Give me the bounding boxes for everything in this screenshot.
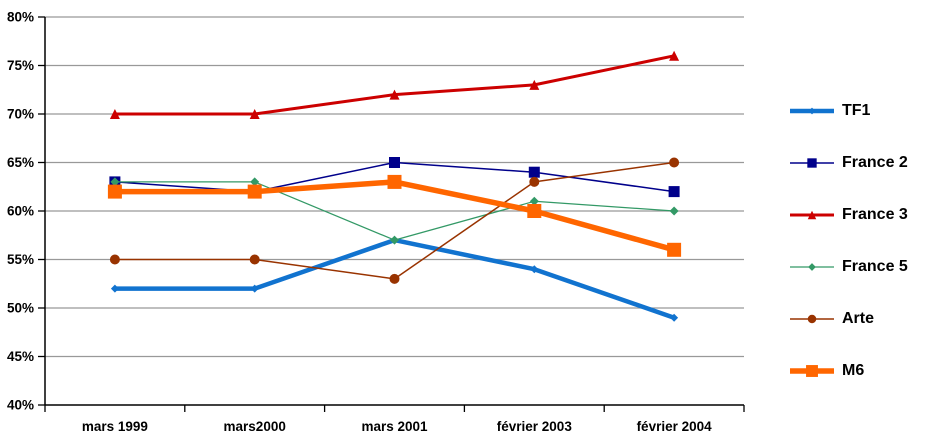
legend-marker-glyph	[807, 314, 817, 323]
data-point-tf1-4	[670, 313, 679, 322]
y-tick-label: 80%	[7, 10, 34, 25]
legend-marker-glyph	[808, 262, 816, 271]
data-point-france-5-1	[250, 177, 260, 187]
legend-item-m6: M6	[789, 360, 908, 381]
square-legend-marker-icon	[790, 157, 834, 168]
y-tick-label: 50%	[7, 301, 34, 316]
data-point-france-3-1	[249, 109, 260, 119]
data-point-arte-0	[109, 254, 120, 265]
x-category-label: mars 2001	[361, 419, 428, 434]
y-tick-label: 75%	[7, 58, 34, 73]
legend-item-tf1: TF1	[789, 100, 908, 121]
legend-marker-glyph	[806, 364, 818, 377]
square-legend-marker-icon	[790, 364, 834, 377]
data-point-france-5-2	[390, 235, 399, 245]
data-point-france-5-4	[669, 206, 679, 216]
data-point-m6-3	[527, 204, 542, 218]
legend-item-france-3: France 3	[789, 204, 908, 225]
y-tick-label: 65%	[7, 155, 34, 170]
data-point-france-2-2	[389, 157, 400, 168]
legend-marker-glyph	[807, 210, 817, 219]
y-tick-label: 70%	[7, 107, 34, 122]
diamond-legend-marker-icon	[790, 107, 834, 114]
legend-label: TF1	[842, 101, 871, 119]
data-point-m6-2	[387, 174, 402, 189]
data-point-france-3-4	[669, 50, 680, 61]
y-tick-label: 60%	[7, 204, 34, 219]
x-category-label: février 2003	[497, 419, 573, 434]
data-point-france-5-0	[110, 177, 120, 187]
y-tick-label: 45%	[7, 349, 34, 364]
legend-label: France 2	[842, 153, 908, 171]
data-point-m6-4	[667, 242, 682, 257]
y-tick-label: 55%	[7, 252, 34, 267]
x-category-label: février 2004	[637, 419, 713, 434]
legend-label: France 5	[842, 257, 908, 275]
data-point-arte-4	[669, 157, 680, 168]
data-point-france-2-3	[528, 166, 540, 178]
data-point-france-2-4	[668, 186, 680, 198]
data-point-tf1-0	[110, 284, 119, 293]
chart-legend: TF1 France 2 France 3 France 5 Arte M6	[789, 100, 908, 381]
data-point-france-3-3	[529, 79, 540, 90]
circle-legend-marker-icon	[790, 314, 834, 323]
data-point-france-3-2	[389, 89, 400, 100]
diamond-legend-marker-icon	[790, 262, 834, 271]
legend-item-france-2: France 2	[789, 152, 908, 173]
data-point-arte-1	[249, 254, 260, 265]
data-point-tf1-1	[250, 284, 259, 293]
y-tick-label: 40%	[7, 398, 34, 413]
triangle-legend-marker-icon	[790, 210, 834, 219]
x-category-label: mars 1999	[82, 419, 148, 434]
data-point-france-5-3	[529, 196, 539, 206]
data-point-france-3-0	[109, 109, 120, 119]
legend-item-france-5: France 5	[789, 256, 908, 277]
legend-marker-glyph	[808, 107, 816, 114]
legend-marker-glyph	[807, 157, 817, 168]
data-point-m6-1	[247, 184, 262, 199]
legend-label: France 3	[842, 205, 908, 223]
x-category-label: mars2000	[224, 419, 286, 434]
data-point-tf1-3	[530, 265, 539, 274]
data-point-m6-0	[107, 184, 122, 199]
legend-item-arte: Arte	[789, 308, 908, 329]
legend-label: Arte	[842, 309, 875, 327]
data-point-arte-3	[529, 176, 540, 187]
series-line-france-3	[114, 54, 675, 116]
data-point-arte-2	[389, 273, 400, 284]
legend-label: M6	[842, 361, 865, 379]
